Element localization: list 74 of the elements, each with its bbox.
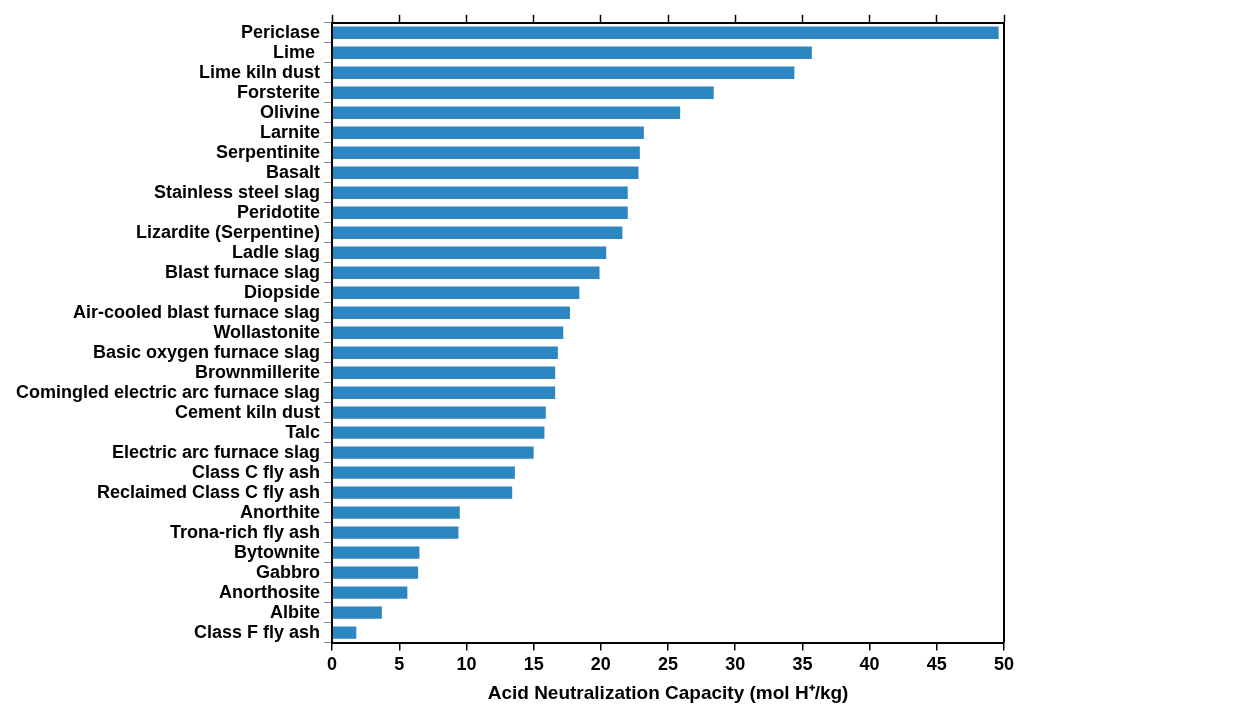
bar — [332, 186, 628, 199]
x-tick-label: 0 — [327, 654, 338, 675]
bar — [332, 26, 999, 39]
bar — [332, 206, 628, 219]
bar — [332, 606, 382, 619]
bar — [332, 146, 640, 159]
y-tick-label: Air-cooled blast furnace slag — [73, 301, 321, 322]
y-tick-label: Cement kiln dust — [175, 401, 321, 422]
bar — [332, 546, 420, 559]
x-tick-label: 40 — [859, 654, 880, 675]
x-tick-label: 25 — [658, 654, 679, 675]
y-tick-label: Class C fly ash — [192, 461, 321, 482]
y-tick-label: Comingled electric arc furnace slag — [15, 381, 321, 402]
y-tick-label: Brownmillerite — [195, 361, 321, 382]
y-tick-label: Basalt — [266, 161, 321, 182]
bar — [332, 46, 812, 59]
x-tick-label: 5 — [394, 654, 405, 675]
bar — [332, 286, 580, 299]
bar — [332, 346, 558, 359]
y-tick-label: Olivine — [260, 101, 321, 122]
bar — [332, 86, 714, 99]
x-tick-label: 15 — [523, 654, 544, 675]
y-tick-label: Anorthite — [240, 501, 321, 522]
y-tick-label: Periclase — [241, 21, 321, 42]
y-tick-label: Electric arc furnace slag — [112, 441, 321, 462]
y-tick-label: Class F fly ash — [194, 621, 321, 642]
bar — [332, 586, 408, 599]
y-tick-label: Larnite — [260, 121, 321, 142]
bar — [332, 386, 556, 399]
bar — [332, 306, 570, 319]
y-tick-label: Basic oxygen furnace slag — [93, 341, 321, 362]
y-tick-label: Ladle slag — [232, 241, 321, 262]
y-tick-label: Diopside — [244, 281, 321, 302]
y-tick-label: Blast furnace slag — [165, 261, 321, 282]
y-tick-label: Bytownite — [234, 541, 321, 562]
y-tick-label: Lizardite (Serpentine) — [136, 221, 321, 242]
y-tick-label: Peridotite — [237, 201, 321, 222]
y-tick-label: Wollastonite — [213, 321, 321, 342]
bar — [332, 486, 513, 499]
y-tick-label: Talc — [285, 421, 321, 442]
y-tick-label: Albite — [270, 601, 321, 622]
bar — [332, 446, 534, 459]
bar — [332, 326, 564, 339]
y-tick-label: Reclaimed Class C fly ash — [97, 481, 321, 502]
x-tick-label: 50 — [993, 654, 1015, 675]
bar — [332, 66, 795, 79]
bar — [332, 126, 644, 139]
bar — [332, 566, 419, 579]
y-tick-label: Stainless steel slag — [154, 181, 321, 202]
y-tick-label: Lime — [273, 41, 321, 62]
x-tick-label: 45 — [926, 654, 947, 675]
bar — [332, 106, 681, 119]
bar — [332, 626, 357, 639]
x-tick-label: 10 — [456, 654, 477, 675]
y-tick-label: Lime kiln dust — [199, 61, 321, 82]
bar — [332, 466, 515, 479]
x-tick-label: 30 — [725, 654, 746, 675]
x-axis-title: Acid Neutralization Capacity (mol H⁺/kg) — [487, 681, 849, 703]
bar — [332, 406, 546, 419]
y-tick-label: Anorthosite — [219, 581, 321, 602]
bar — [332, 506, 460, 519]
y-tick-label: Trona-rich fly ash — [170, 521, 321, 542]
y-tick-label: Serpentinite — [216, 141, 321, 162]
y-tick-label: Forsterite — [237, 81, 321, 102]
bar — [332, 266, 600, 279]
bar — [332, 166, 639, 179]
x-tick-label: 20 — [590, 654, 611, 675]
bar — [332, 366, 556, 379]
x-tick-label: 35 — [792, 654, 813, 675]
bar — [332, 526, 459, 539]
bar — [332, 426, 545, 439]
bar — [332, 246, 607, 259]
y-tick-label: Gabbro — [256, 561, 321, 582]
bar — [332, 226, 623, 239]
